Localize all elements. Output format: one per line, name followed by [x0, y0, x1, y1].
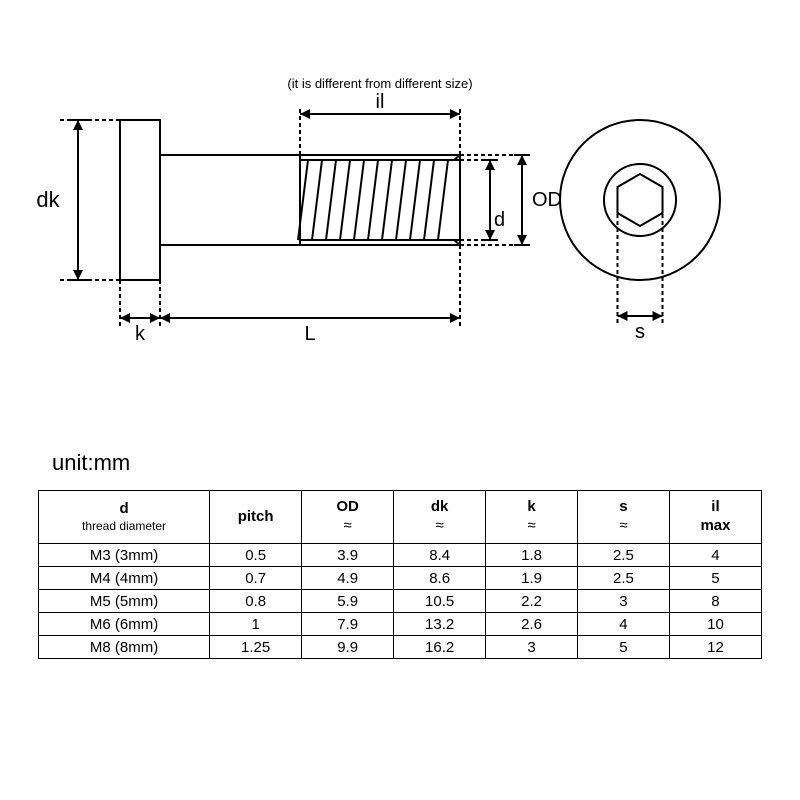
table-cell: 1 [210, 613, 302, 636]
table-cell: 2.2 [486, 590, 578, 613]
table-cell: M3 (3mm) [39, 544, 210, 567]
svg-text:il: il [376, 91, 385, 113]
spec-table: dthread diameterpitchOD≈dk≈k≈s≈ilmax M3 … [38, 490, 762, 659]
svg-text:s: s [635, 321, 645, 343]
svg-text:dk: dk [36, 187, 60, 212]
table-cell: 1.25 [210, 636, 302, 659]
table-row: M4 (4mm)0.74.98.61.92.55 [39, 567, 762, 590]
table-cell: 5 [669, 567, 761, 590]
table-cell: 1.8 [486, 544, 578, 567]
table-cell: 3 [486, 636, 578, 659]
table-cell: M4 (4mm) [39, 567, 210, 590]
table-cell: 4 [669, 544, 761, 567]
table-cell: 2.5 [578, 567, 670, 590]
table-row: M8 (8mm)1.259.916.23512 [39, 636, 762, 659]
col-header: pitch [210, 491, 302, 544]
table-cell: 4.9 [302, 567, 394, 590]
table-cell: M8 (8mm) [39, 636, 210, 659]
table-cell: 8.6 [394, 567, 486, 590]
table-cell: 5 [578, 636, 670, 659]
table-cell: 4 [578, 613, 670, 636]
table-cell: 13.2 [394, 613, 486, 636]
svg-text:(it is different from differen: (it is different from different size) [287, 76, 472, 91]
col-header: dk≈ [394, 491, 486, 544]
table-row: M5 (5mm)0.85.910.52.238 [39, 590, 762, 613]
table-cell: 0.5 [210, 544, 302, 567]
bolt-diagram: dk k Lil(it is different from different si… [0, 0, 800, 420]
unit-label: unit:mm [52, 450, 130, 476]
table-cell: 10 [669, 613, 761, 636]
table-cell: 2.6 [486, 613, 578, 636]
table-cell: 2.5 [578, 544, 670, 567]
col-header: ilmax [669, 491, 761, 544]
table-cell: 10.5 [394, 590, 486, 613]
table-row: M3 (3mm)0.53.98.41.82.54 [39, 544, 762, 567]
svg-text:k: k [135, 323, 146, 345]
table-cell: 5.9 [302, 590, 394, 613]
col-header: k≈ [486, 491, 578, 544]
table-cell: 8 [669, 590, 761, 613]
table-row: M6 (6mm)17.913.22.6410 [39, 613, 762, 636]
table-cell: M6 (6mm) [39, 613, 210, 636]
table-cell: 1.9 [486, 567, 578, 590]
col-header: dthread diameter [39, 491, 210, 544]
table-cell: 9.9 [302, 636, 394, 659]
table-cell: 0.7 [210, 567, 302, 590]
col-header: OD≈ [302, 491, 394, 544]
table-cell: M5 (5mm) [39, 590, 210, 613]
table-cell: 16.2 [394, 636, 486, 659]
table-cell: 8.4 [394, 544, 486, 567]
svg-text:L: L [304, 323, 315, 345]
table-cell: 12 [669, 636, 761, 659]
svg-text:OD: OD [532, 189, 562, 211]
table-cell: 3.9 [302, 544, 394, 567]
svg-text:d: d [494, 209, 505, 231]
col-header: s≈ [578, 491, 670, 544]
table-cell: 3 [578, 590, 670, 613]
table-cell: 7.9 [302, 613, 394, 636]
table-cell: 0.8 [210, 590, 302, 613]
